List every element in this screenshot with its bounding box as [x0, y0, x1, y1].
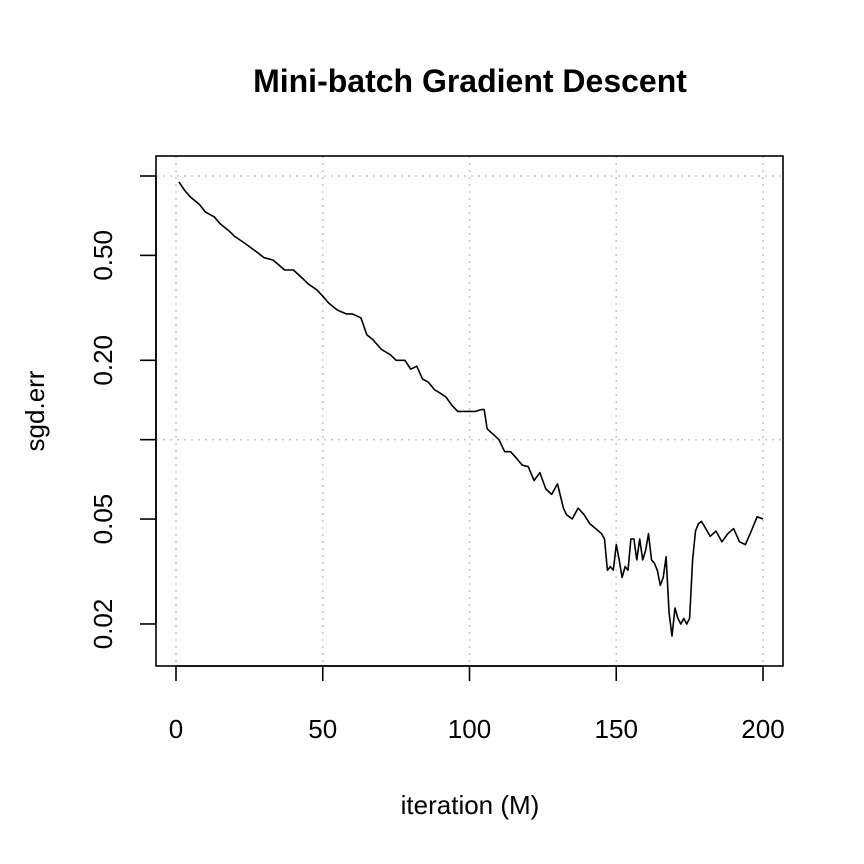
x-axis: 0 50 100 150 200 — [169, 665, 785, 744]
y-axis: 0.02 0.05 0.20 0.50 — [88, 175, 157, 650]
y-tick-label: 0.02 — [88, 599, 118, 650]
x-tick-label: 50 — [308, 714, 337, 744]
y-axis-label: sgd.err — [20, 370, 50, 451]
x-axis-label: iteration (M) — [401, 790, 540, 820]
y-tick-label: 0.50 — [88, 230, 118, 281]
x-tick-label: 150 — [595, 714, 638, 744]
series-layer — [178, 181, 764, 637]
x-tick-label: 200 — [741, 714, 784, 744]
y-tick-label: 0.05 — [88, 494, 118, 545]
y-tick-label: 0.20 — [88, 335, 118, 386]
grid-lines — [156, 156, 783, 666]
series-line — [178, 181, 764, 637]
chart-title: Mini-batch Gradient Descent — [253, 63, 687, 99]
x-tick-label: 100 — [448, 714, 491, 744]
x-tick-label: 0 — [169, 714, 183, 744]
